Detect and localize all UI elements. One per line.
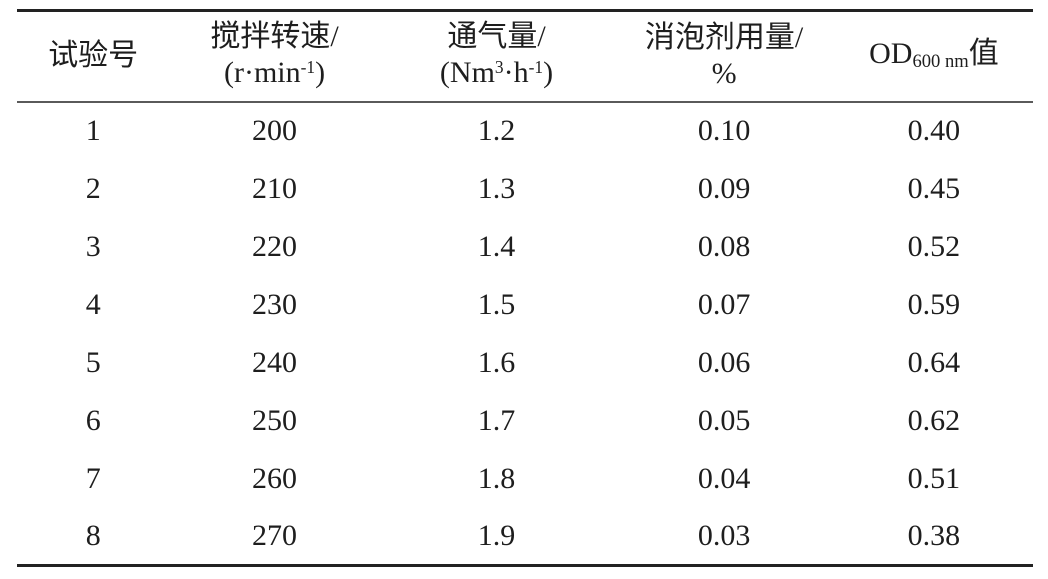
cell-aeration-rate: 1.2 [477,114,516,147]
od-text: OD [869,37,913,71]
unit-text: ·h [503,55,529,89]
cell-stir-speed: 270 [252,518,298,552]
header-defoamer-dosage-label: 消泡剂用量/ [644,21,804,55]
cell-stir-speed: 260 [252,461,298,495]
cell-stir-speed: 220 [252,229,298,263]
cell-defoamer-dosage: 0.06 [697,345,751,379]
header-row: 试验号 搅拌转速/ (r·min-1) 通气量/ (Nm3·h-1) 消泡剂用量… [17,10,1033,103]
cell-od-value: 0.51 [907,461,961,495]
cell-od-value: 0.62 [907,403,961,437]
unit-superscript: -1 [300,57,316,78]
cell-od-value: 0.40 [907,114,961,147]
table-row: 6 250 1.7 0.05 0.62 [17,392,1033,450]
cell-aeration-rate: 1.4 [477,229,516,263]
cell-aeration-rate: 1.5 [477,287,516,321]
table-row: 1 200 1.2 0.10 0.40 [17,102,1033,160]
unit-text: ) [543,55,554,89]
unit-text: (Nm [439,55,495,89]
cell-defoamer-dosage: 0.08 [697,229,751,263]
od-subscript: 600 nm [912,51,969,73]
cell-defoamer-dosage: 0.09 [697,171,751,205]
cell-od-value: 0.38 [907,518,961,552]
cell-test-number: 1 [85,114,101,147]
table-body: 1 200 1.2 0.10 0.40 2 210 1.3 0.09 0.45 … [17,102,1033,566]
cell-aeration-rate: 1.7 [477,403,516,437]
header-aeration-rate-label: 通气量/ [447,19,546,53]
table-row: 8 270 1.9 0.03 0.38 [17,508,1033,566]
cell-aeration-rate: 1.3 [477,171,516,205]
header-test-number-label: 试验号 [48,39,139,73]
experiment-results-table: 试验号 搅拌转速/ (r·min-1) 通气量/ (Nm3·h-1) 消泡剂用量… [17,9,1033,567]
cell-stir-speed: 200 [252,114,298,147]
cell-stir-speed: 250 [252,403,298,437]
table-container: 试验号 搅拌转速/ (r·min-1) 通气量/ (Nm3·h-1) 消泡剂用量… [17,9,1033,567]
cell-aeration-rate: 1.6 [477,345,516,379]
cell-test-number: 3 [85,229,101,263]
cell-defoamer-dosage: 0.04 [697,461,751,495]
unit-superscript: -1 [528,57,544,78]
cell-defoamer-dosage: 0.10 [697,114,751,147]
cell-test-number: 8 [85,518,101,552]
unit-text: ) [315,55,326,89]
cell-od-value: 0.45 [907,171,961,205]
cell-defoamer-dosage: 0.03 [697,518,751,552]
cell-test-number: 6 [85,403,101,437]
table-row: 4 230 1.5 0.07 0.59 [17,276,1033,334]
header-defoamer-dosage-unit: % [711,57,737,91]
header-stir-speed: 搅拌转速/ (r·min-1) [169,10,380,103]
cell-stir-speed: 210 [252,171,298,205]
header-stir-speed-unit: (r·min-1) [169,55,379,94]
cell-stir-speed: 230 [252,287,298,321]
table-row: 3 220 1.4 0.08 0.52 [17,218,1033,276]
cell-aeration-rate: 1.8 [477,461,516,495]
header-stir-speed-label: 搅拌转速/ [210,19,339,53]
table-header: 试验号 搅拌转速/ (r·min-1) 通气量/ (Nm3·h-1) 消泡剂用量… [17,10,1033,103]
table-row: 5 240 1.6 0.06 0.64 [17,334,1033,392]
cell-defoamer-dosage: 0.05 [697,403,751,437]
header-od-value-label: OD600 nm值 [835,36,1033,76]
table-row: 7 260 1.8 0.04 0.51 [17,450,1033,508]
cell-stir-speed: 240 [252,345,298,379]
cell-test-number: 7 [85,461,101,495]
cell-test-number: 2 [85,171,101,205]
header-aeration-rate-unit: (Nm3·h-1) [380,55,614,94]
table-row: 2 210 1.3 0.09 0.45 [17,160,1033,218]
header-aeration-rate: 通气量/ (Nm3·h-1) [379,10,614,103]
cell-test-number: 4 [85,287,101,321]
cell-od-value: 0.64 [907,345,961,379]
cell-defoamer-dosage: 0.07 [697,287,751,321]
header-od-value: OD600 nm值 [834,10,1033,103]
cell-od-value: 0.59 [907,287,961,321]
unit-superscript: 3 [494,57,504,78]
header-test-number: 试验号 [17,10,170,103]
od-suffix-text: 值 [968,37,999,71]
cell-aeration-rate: 1.9 [477,518,516,552]
header-defoamer-dosage: 消泡剂用量/ % [613,10,835,103]
unit-text: (r·min [223,55,301,89]
cell-od-value: 0.52 [907,229,961,263]
cell-test-number: 5 [85,345,101,379]
